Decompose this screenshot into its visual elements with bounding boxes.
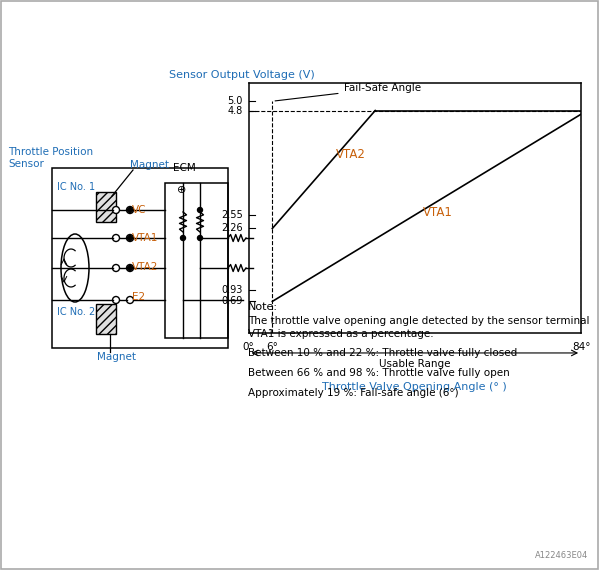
- Text: VTA1: VTA1: [423, 206, 453, 219]
- Circle shape: [198, 207, 202, 213]
- Text: Usable Range: Usable Range: [379, 359, 450, 369]
- Circle shape: [126, 296, 134, 303]
- Text: Throttle Position
Sensor: Throttle Position Sensor: [8, 147, 93, 169]
- Text: ⊕: ⊕: [177, 185, 187, 195]
- Text: 0.69: 0.69: [221, 296, 243, 307]
- Circle shape: [113, 206, 119, 214]
- Text: Sensor Output Voltage (V): Sensor Output Voltage (V): [170, 70, 315, 80]
- Circle shape: [126, 206, 134, 214]
- Text: VTA1: VTA1: [132, 233, 158, 243]
- Circle shape: [128, 235, 132, 241]
- Text: 0.93: 0.93: [221, 285, 243, 295]
- Text: Magnet: Magnet: [130, 160, 169, 170]
- Circle shape: [180, 235, 186, 241]
- Circle shape: [113, 264, 119, 271]
- Text: 0°: 0°: [243, 342, 255, 352]
- Circle shape: [113, 296, 119, 303]
- Circle shape: [126, 264, 134, 271]
- Circle shape: [128, 266, 132, 271]
- Text: Fail-Safe Angle: Fail-Safe Angle: [275, 83, 420, 101]
- Text: A122463E04: A122463E04: [535, 551, 588, 560]
- Circle shape: [128, 207, 132, 213]
- Text: 2.55: 2.55: [221, 210, 243, 220]
- Text: E2: E2: [132, 292, 145, 302]
- Text: Note:: Note:: [248, 302, 278, 312]
- Bar: [96, 192, 116, 222]
- Text: Throttle Valve Opening Angle (° ): Throttle Valve Opening Angle (° ): [322, 382, 507, 392]
- Bar: [165, 183, 228, 338]
- Text: Between 66 % and 98 %: Throttle valve fully open: Between 66 % and 98 %: Throttle valve fu…: [248, 368, 510, 378]
- Text: 4.8: 4.8: [228, 105, 243, 116]
- Text: Magnet: Magnet: [97, 352, 136, 362]
- Circle shape: [113, 234, 119, 242]
- Text: VTA1 is expressed as a percentage.: VTA1 is expressed as a percentage.: [248, 329, 434, 339]
- Text: 2.26: 2.26: [221, 223, 243, 234]
- Text: Approximately 19 %: Fail-safe angle (6°): Approximately 19 %: Fail-safe angle (6°): [248, 388, 459, 398]
- Text: The throttle valve opening angle detected by the sensor terminal: The throttle valve opening angle detecte…: [248, 316, 589, 326]
- Text: VC: VC: [132, 205, 147, 215]
- Text: IC No. 1: IC No. 1: [57, 182, 95, 192]
- Bar: [96, 304, 116, 334]
- Text: IC No. 2: IC No. 2: [57, 307, 95, 317]
- Text: 5.0: 5.0: [227, 96, 243, 106]
- Bar: [52, 168, 228, 348]
- Circle shape: [198, 235, 202, 241]
- Text: VTA2: VTA2: [335, 148, 365, 161]
- Circle shape: [126, 234, 134, 242]
- Text: 84°: 84°: [572, 342, 590, 352]
- Text: ECM: ECM: [173, 163, 196, 173]
- Text: VTA2: VTA2: [132, 262, 158, 272]
- Text: 6°: 6°: [267, 342, 279, 352]
- Text: Between 10 % and 22 %: Throttle valve fully closed: Between 10 % and 22 %: Throttle valve fu…: [248, 348, 518, 358]
